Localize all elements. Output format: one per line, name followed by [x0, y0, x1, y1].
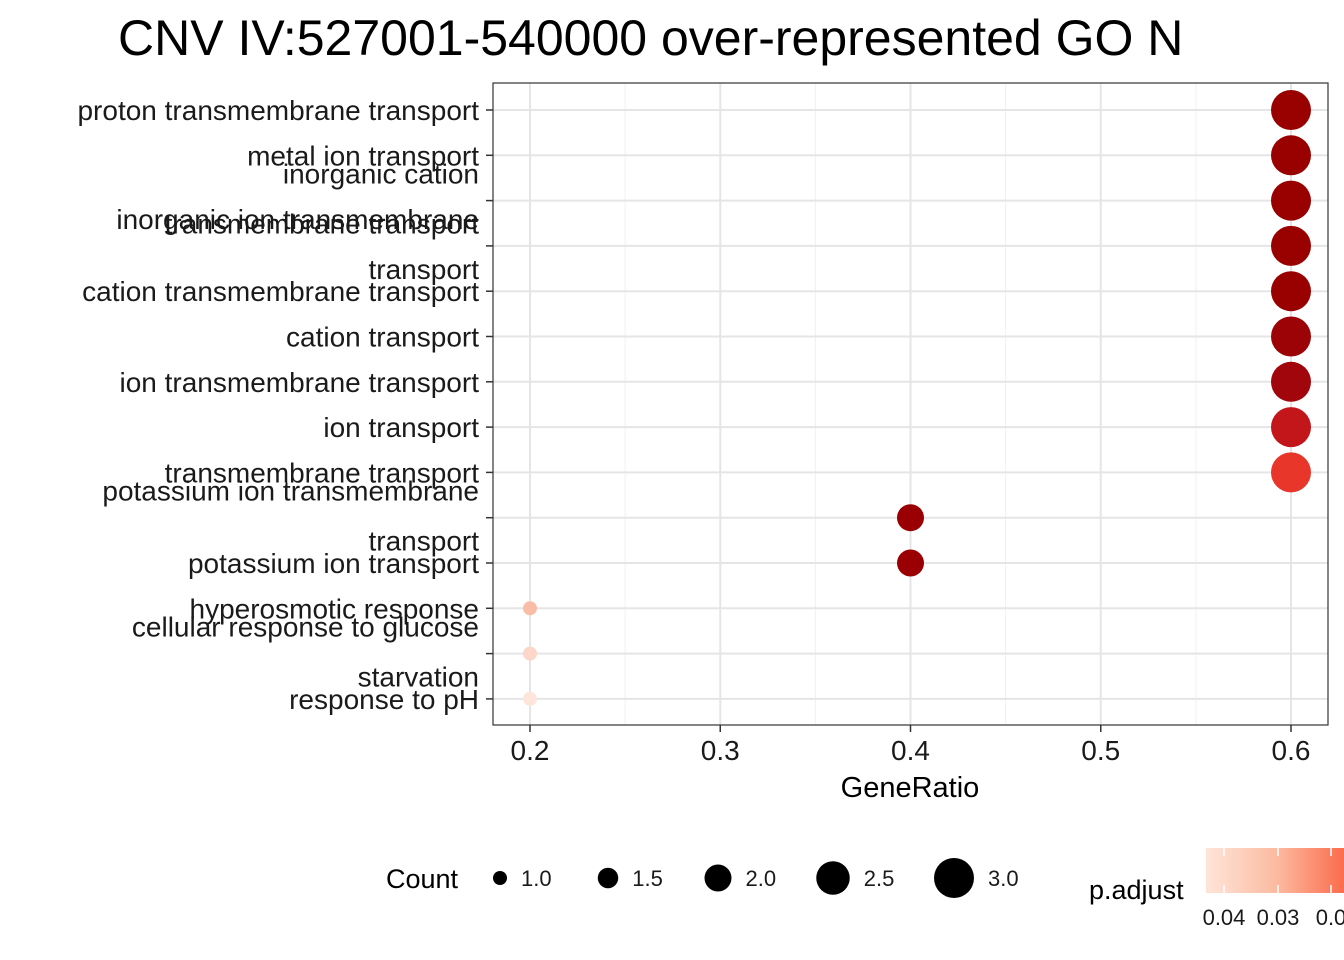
colorbar-label: 0.0: [1316, 905, 1344, 930]
legend-count-key: [934, 858, 974, 898]
legend-count-key: [704, 864, 732, 892]
y-tick-label: metal ion transport: [247, 140, 479, 171]
data-point: [1271, 407, 1311, 448]
legend-p-adjust: p.adjust 0.04 0.03 0.0: [1089, 848, 1344, 930]
data-point: [897, 549, 924, 577]
data-point: [523, 646, 537, 661]
y-tick-label: transport: [369, 526, 480, 557]
y-tick-label: cellular response to glucose: [132, 612, 479, 643]
y-tick-label: ion transmembrane transport: [119, 367, 479, 398]
x-tick-label: 0.4: [891, 735, 930, 766]
data-point: [1271, 452, 1311, 493]
x-axis: 0.2 0.3 0.4 0.5 0.6: [511, 725, 1311, 766]
x-tick-label: 0.6: [1272, 735, 1311, 766]
x-axis-title: GeneRatio: [841, 772, 980, 804]
data-point: [1271, 225, 1311, 266]
y-tick-label: proton transmembrane transport: [77, 95, 479, 126]
colorbar-label: 0.04: [1203, 905, 1246, 930]
y-tick-label: inorganic ion transmembrane: [116, 204, 479, 235]
data-points: [523, 90, 1311, 706]
y-tick-label: cation transmembrane transport: [82, 276, 479, 307]
p-adjust-colorbar: [1206, 848, 1344, 893]
legend-count-label: 2.0: [746, 866, 777, 891]
y-tick-label: hyperosmotic response: [190, 593, 479, 624]
legend-count-label: 3.0: [988, 866, 1019, 891]
y-tick-label: transport: [369, 254, 480, 285]
y-tick-label: starvation: [358, 662, 479, 693]
legend-count-key: [816, 861, 850, 895]
x-tick-label: 0.2: [511, 735, 550, 766]
chart-title: CNV IV:527001-540000 over-represented GO…: [118, 10, 1183, 66]
legend-count-title: Count: [386, 864, 459, 894]
data-point: [1271, 361, 1311, 402]
y-tick-label: potassium ion transport: [188, 548, 479, 579]
y-tick-label: potassium ion transmembrane: [102, 476, 479, 507]
legend-count: Count 1.0 1.5 2.0 2.5 3.0: [386, 858, 1019, 898]
y-tick-label: transmembrane transport: [165, 457, 480, 488]
x-tick-label: 0.5: [1081, 735, 1120, 766]
legend-p-adjust-title: p.adjust: [1089, 875, 1184, 905]
colorbar-label: 0.03: [1257, 905, 1300, 930]
data-point: [897, 504, 924, 532]
y-axis: proton transmembrane transport metal ion …: [77, 95, 493, 715]
y-tick-label: ion transport: [323, 412, 479, 443]
legend-count-label: 1.5: [632, 866, 663, 891]
legend-count-label: 1.0: [521, 866, 552, 891]
data-point: [1271, 135, 1311, 176]
y-tick-label: response to pH: [289, 684, 479, 715]
y-tick-label: inorganic cation: [283, 159, 479, 190]
legend-count-label: 2.5: [864, 866, 895, 891]
data-point: [1271, 271, 1311, 312]
y-tick-label: cation transport: [286, 322, 479, 353]
data-point: [523, 691, 537, 706]
y-tick-label: transmembrane transport: [165, 209, 480, 240]
data-point: [523, 601, 537, 616]
data-point: [1271, 90, 1311, 130]
data-point: [1271, 180, 1311, 221]
data-point: [1271, 316, 1311, 357]
x-tick-label: 0.3: [701, 735, 740, 766]
legend-count-key: [597, 867, 619, 889]
legend-count-key: [493, 871, 507, 885]
